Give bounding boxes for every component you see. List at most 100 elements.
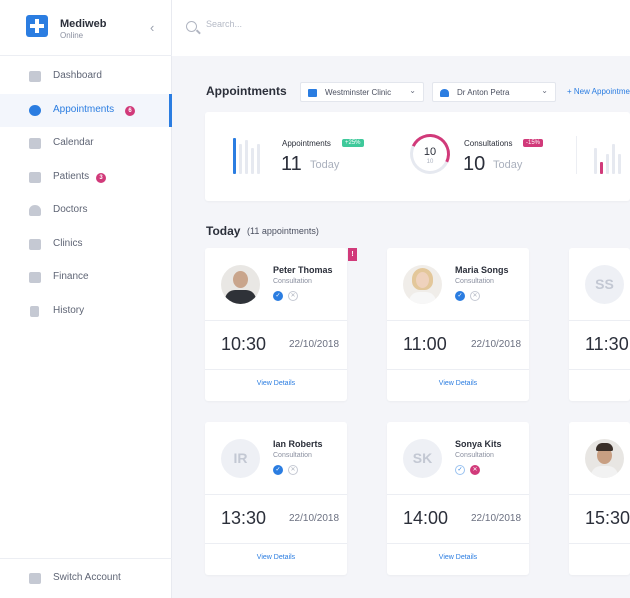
card-divider [387, 494, 529, 495]
appointment-date: 22/10/2018 [471, 339, 522, 350]
new-appointment-link[interactable]: + New Appointment [567, 87, 630, 96]
search-input[interactable] [206, 19, 406, 29]
sparkline-bar [251, 148, 254, 174]
sparkline-bar [233, 138, 236, 174]
avatar-shirt [591, 466, 618, 478]
appointment-card[interactable]: Maria Songs Consultation ✓ ✕ 11:00 22/10… [387, 248, 529, 401]
sidebar-item-label: Calendar [53, 137, 94, 148]
appointment-card[interactable]: 15:30 [569, 422, 630, 575]
sidebar-item-clinics[interactable]: Clinics [0, 228, 172, 261]
stats-divider [576, 136, 577, 174]
brand-status: Online [60, 31, 84, 40]
card-divider [387, 320, 529, 321]
clinic-icon [308, 89, 317, 97]
sidebar-item-history[interactable]: History [0, 295, 172, 328]
dashboard-icon [29, 71, 41, 82]
chevron-down-icon: ⌄ [409, 86, 416, 95]
alarm-clock-icon [29, 105, 41, 116]
sparkline-bar [612, 144, 615, 174]
patients-icon [29, 172, 41, 183]
sidebar-item-calendar[interactable]: Calendar [0, 127, 172, 160]
appointments-stat-sub: Today [310, 159, 340, 171]
patient-name: Maria Songs [455, 265, 509, 275]
confirm-check-icon[interactable]: ✓ [455, 291, 465, 301]
avatar [221, 265, 260, 304]
avatar-suit [225, 290, 256, 304]
sidebar-item-patients[interactable]: Patients 3 [0, 161, 172, 194]
avatar-face [416, 272, 429, 288]
confirm-check-icon[interactable]: ✓ [273, 465, 283, 475]
clinic-dropdown-value: Westminster Clinic [325, 88, 392, 97]
collapse-sidebar-icon[interactable]: ‹ [150, 20, 155, 35]
avatar-shirt [409, 292, 436, 304]
brand-header: Mediweb Online ‹ [0, 0, 172, 56]
view-details-link[interactable]: View Details [438, 554, 478, 561]
switch-account-button[interactable]: Switch Account [0, 562, 172, 595]
appointment-time: 13:30 [221, 508, 267, 528]
card-divider [569, 543, 630, 544]
appointment-type: Consultation [273, 452, 312, 459]
sparkline-bar [239, 144, 242, 174]
avatar-initials: SS [585, 265, 624, 304]
sidebar-item-dashboard[interactable]: Dashboard [0, 60, 172, 93]
card-divider [205, 494, 347, 495]
view-details-link[interactable]: View Details [256, 380, 296, 387]
appointment-type: Consultation [455, 278, 494, 285]
sidebar-item-label: Clinics [53, 238, 83, 249]
avatar-hair [596, 443, 613, 451]
view-details-link[interactable]: View Details [256, 554, 296, 561]
consultations-change-badge: -15% [523, 139, 544, 147]
confirm-check-icon[interactable]: ✓ [455, 465, 465, 475]
doctor-dropdown[interactable]: Dr Anton Petra ⌄ [432, 82, 556, 102]
cancel-x-icon[interactable]: ✕ [288, 465, 298, 475]
medical-cross-icon [26, 15, 48, 37]
avatar [403, 265, 442, 304]
sidebar-item-doctors[interactable]: Doctors [0, 194, 172, 227]
sidebar-item-finance[interactable]: Finance [0, 261, 172, 294]
appointment-time: 10:30 [221, 334, 267, 354]
doctor-dropdown-value: Dr Anton Petra [457, 88, 510, 97]
chevron-down-icon: ⌄ [541, 86, 548, 95]
appointment-time: 11:30 [585, 334, 629, 354]
appointment-card[interactable]: Peter Thomas Consultation ✓ ✕ 10:30 22/1… [205, 248, 347, 401]
today-appointment-count: (11 appointments) [247, 226, 319, 236]
appointment-date: 22/10/2018 [289, 513, 340, 524]
consultations-stat-sub: Today [493, 159, 523, 171]
appointment-time: 14:00 [403, 508, 449, 528]
patient-name: Peter Thomas [273, 265, 333, 275]
card-divider [569, 494, 630, 495]
appointment-card[interactable]: IR Ian Roberts Consultation ✓ ✕ 13:30 22… [205, 422, 347, 575]
appointment-card[interactable]: SS 11:30 [569, 248, 630, 401]
sidebar-item-label: Patients [53, 171, 90, 182]
appointments-stat-value: 11 [281, 153, 302, 175]
view-details-link[interactable]: View Details [438, 380, 478, 387]
avatar [585, 439, 624, 478]
doctor-icon [29, 205, 41, 216]
appointments-count-badge: 6 [125, 106, 135, 116]
brand-name: Mediweb [60, 18, 107, 30]
avatar-face [597, 447, 612, 464]
alert-flag: ! [348, 248, 357, 261]
cancel-x-icon[interactable]: ✕ [470, 291, 480, 301]
cancel-x-icon[interactable]: ✕ [470, 465, 480, 475]
sparkline-bar [618, 154, 621, 174]
card-divider [569, 369, 630, 370]
switch-icon [29, 573, 41, 584]
today-section-title: Today [206, 224, 241, 238]
confirm-check-icon[interactable]: ✓ [273, 291, 283, 301]
sparkline-bar [257, 144, 260, 174]
sidebar-item-label: Dashboard [53, 70, 102, 81]
card-divider [205, 543, 347, 544]
clinic-dropdown[interactable]: Westminster Clinic ⌄ [300, 82, 424, 102]
avatar-initials: SK [403, 439, 442, 478]
consultations-ring-sub: 10 [426, 159, 434, 165]
sidebar-item-label: History [53, 305, 85, 316]
cancel-x-icon[interactable]: ✕ [288, 291, 298, 301]
sidebar-item-appointments[interactable]: Appointments 6 [0, 94, 172, 127]
sparkline-bar [245, 140, 248, 174]
appointments-stat-label: Appointments [282, 139, 331, 148]
appointment-card[interactable]: SK Sonya Kits Consultation ✓ ✕ 14:00 22/… [387, 422, 529, 575]
calendar-icon [29, 138, 41, 149]
sidebar-divider [0, 558, 172, 559]
patients-count-badge: 3 [96, 173, 106, 183]
